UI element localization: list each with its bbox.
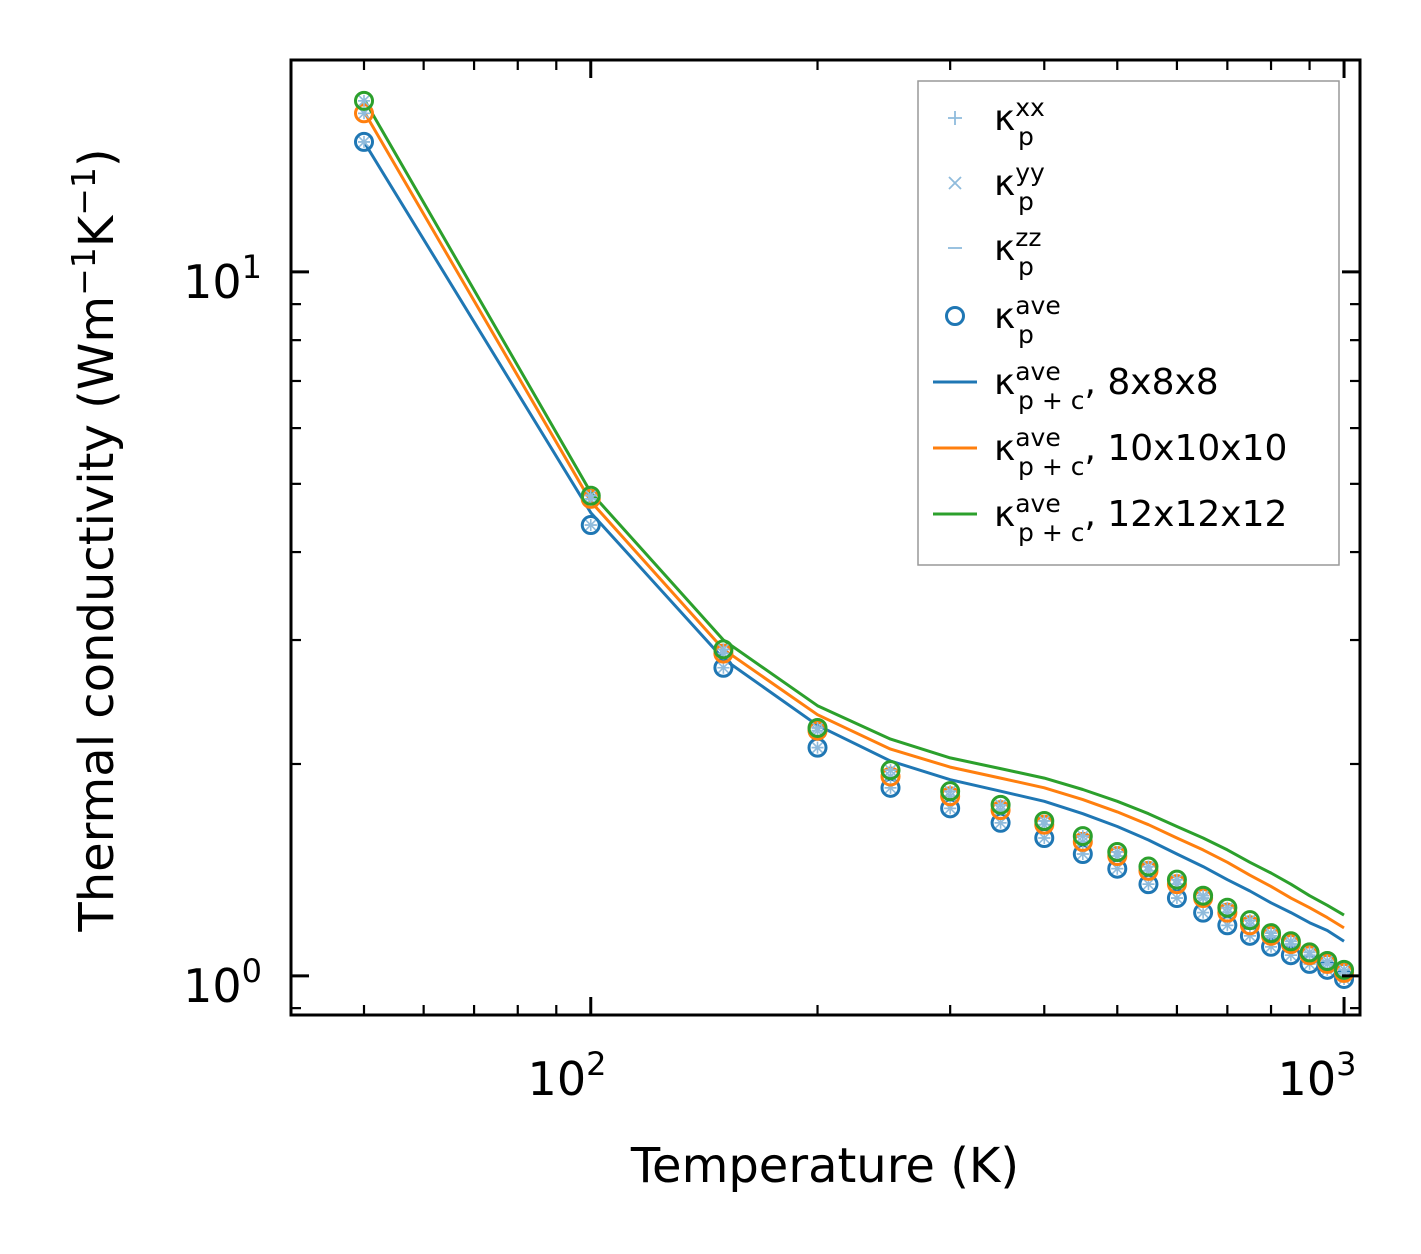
x-axis-label: Temperature (K) (630, 1138, 1019, 1194)
legend-box (917, 80, 1340, 566)
tick-marks (289, 60, 1360, 1015)
marker-kp-ave-12x12x12 (1299, 942, 1320, 963)
y-tick-label-1: 100 (183, 952, 262, 1013)
plot-frame (289, 58, 1362, 1017)
marker-kp-ave-12x12x12 (354, 90, 375, 111)
x-tick-label-100: 102 (528, 1045, 607, 1106)
marker-kp-ave-12x12x12 (580, 485, 601, 506)
marker-kp-ave-12x12x12 (713, 639, 734, 660)
line-series-8x8x8 (362, 141, 1345, 943)
legend-label-kp-zz: κzz p (994, 223, 1041, 281)
marker-kp-ave-12x12x12 (1317, 950, 1338, 971)
marker-kp-ave-12x12x12 (990, 794, 1011, 815)
legend-marker-3 (945, 306, 965, 326)
marker-kp-ave-12x12x12 (1138, 856, 1159, 877)
marker-kp-ave-12x12x12 (880, 760, 901, 781)
marker-kp-ave-12x12x12 (940, 781, 961, 802)
legend-label-kp-ave: κave p (994, 291, 1061, 349)
legend-label-kpc-12: κave p + c, 12x12x12 (994, 489, 1287, 547)
marker-kp-ave-12x12x12 (1334, 959, 1355, 980)
legend-label-kpc-10: κave p + c, 10x10x10 (994, 423, 1287, 481)
legend-marker-1 (948, 176, 962, 190)
line-series-12x12x12 (362, 98, 1345, 917)
legend-markers (933, 111, 977, 516)
marker-kp-ave-12x12x12 (1261, 923, 1282, 944)
legend-label-kp-xx: κxx p (994, 93, 1045, 151)
marker-kp-ave-12x12x12 (1280, 931, 1301, 952)
marker-kp-ave-12x12x12 (807, 717, 828, 738)
marker-kp-ave-12x12x12 (1034, 810, 1055, 831)
legend: κxx p κyy p κzz p κave p κave p + c, 8x8x8 κa… (917, 80, 1340, 566)
marker-kp-ave-12x12x12 (1166, 869, 1187, 890)
marker-kp-ave-8x8x8 (580, 515, 601, 536)
line-series-10x10x10 (362, 110, 1345, 930)
tick-labels: 102 103 100 101 (183, 248, 1356, 1106)
legend-label-kpc-8: κave p + c, 8x8x8 (994, 357, 1219, 415)
y-tick-label-10: 101 (183, 248, 262, 309)
marker-kp-ave-12x12x12 (1239, 910, 1260, 931)
plot-content (354, 90, 1355, 989)
marker-kp-ave-12x12x12 (1072, 826, 1093, 847)
marker-kp-ave-8x8x8 (354, 131, 375, 152)
y-axis-label: Thermal conductivity (Wm−1K−1) (64, 148, 125, 932)
x-tick-label-1000: 103 (1278, 1045, 1357, 1106)
legend-label-kp-yy: κyy p (994, 158, 1045, 216)
marker-kp-ave-12x12x12 (1217, 897, 1238, 918)
marker-kp-ave-12x12x12 (1107, 841, 1128, 862)
legend-marker-0 (948, 111, 962, 125)
marker-kp-ave-12x12x12 (1193, 885, 1214, 906)
axes (289, 58, 1362, 1017)
